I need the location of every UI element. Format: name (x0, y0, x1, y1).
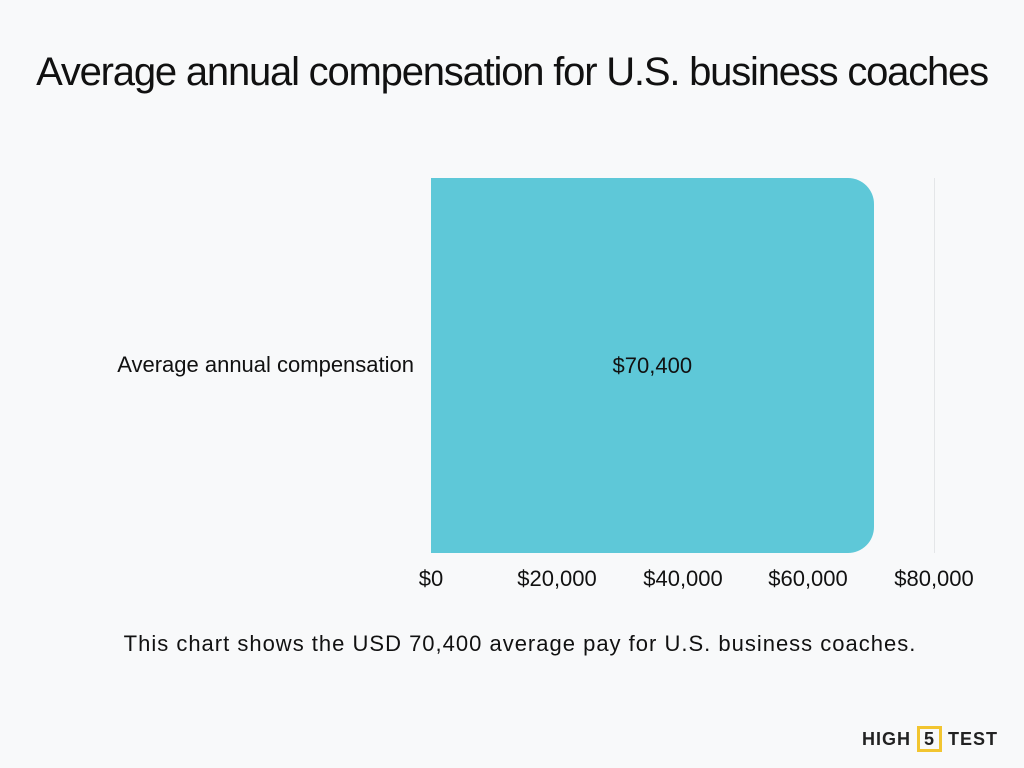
logo-text-high: HIGH (862, 728, 911, 749)
high5test-logo: HIGH 5 TEST (862, 726, 998, 752)
x-tick-80000: $80,000 (894, 566, 974, 591)
bar-average-annual-compensation: $70,400 (431, 178, 874, 553)
plot-area: $70,400 (431, 178, 935, 553)
x-tick-60000: $60,000 (768, 566, 848, 591)
x-tick-20000: $20,000 (517, 566, 597, 591)
chart-title: Average annual compensation for U.S. bus… (36, 50, 989, 94)
x-tick-0: $0 (418, 566, 444, 591)
category-label: Average annual compensation (117, 352, 414, 377)
gridline-80000 (934, 178, 935, 553)
logo-text-test: TEST (948, 728, 999, 749)
bar-value-label: $70,400 (612, 352, 693, 378)
x-tick-40000: $40,000 (643, 566, 723, 591)
chart-caption: This chart shows the USD 70,400 average … (123, 631, 917, 656)
logo-five-box: 5 (917, 726, 943, 752)
